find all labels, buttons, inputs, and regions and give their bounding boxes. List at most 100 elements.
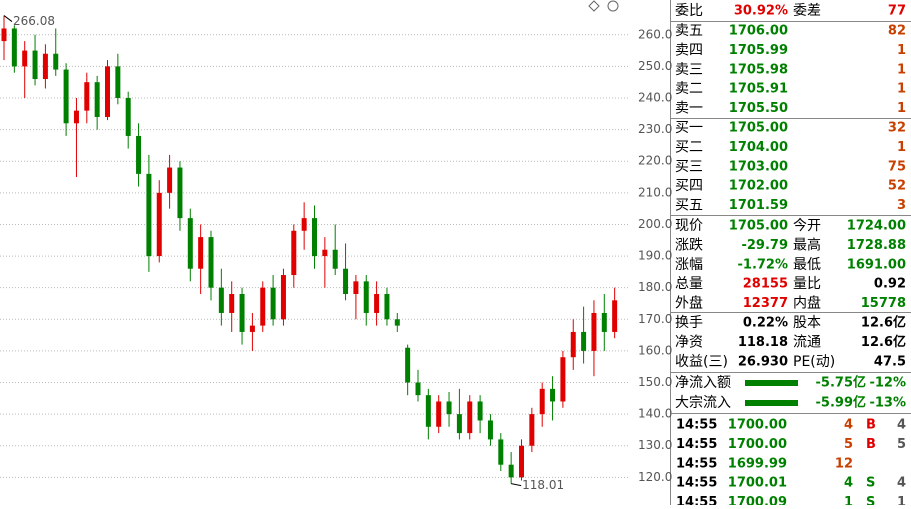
stat-label: 内盘	[793, 295, 821, 312]
candle-body	[301, 218, 307, 231]
order-label: 买一	[675, 120, 703, 136]
order-volume: 1	[897, 82, 906, 97]
order-label: 买五	[675, 198, 703, 214]
trade-price: 1699.99	[728, 456, 787, 471]
candle-body	[42, 53, 48, 80]
trade-count: 4	[897, 418, 906, 433]
order-volume: 3	[897, 198, 906, 213]
flow-percent: -13%	[869, 396, 906, 411]
candle-body	[498, 439, 504, 465]
flow-label: 净流入额	[675, 375, 731, 391]
diamond-icon[interactable]	[588, 0, 600, 12]
order-price: 1705.98	[729, 62, 788, 77]
stat-value: 1728.88	[847, 238, 906, 253]
label: 委差	[793, 3, 821, 19]
order-price: 1702.00	[729, 179, 788, 194]
finance-label: 净资	[675, 334, 703, 350]
candle-body	[32, 50, 38, 80]
candle-body	[446, 401, 452, 415]
annotation-arrow	[3, 15, 13, 22]
candle-body	[415, 382, 421, 396]
candle-body	[73, 110, 79, 124]
candle-body	[156, 192, 162, 257]
value: 77	[888, 4, 906, 19]
candle-body	[436, 401, 442, 427]
candle-body	[136, 135, 142, 174]
trade-volume: 4	[844, 418, 853, 433]
candle-body	[405, 347, 411, 383]
order-label: 卖四	[675, 42, 703, 58]
order-label: 买三	[675, 159, 703, 175]
order-volume: 32	[888, 121, 906, 136]
finance-value: 0.22%	[743, 316, 788, 331]
trade-price: 1700.09	[728, 495, 787, 505]
trade-side: S	[866, 495, 875, 505]
candle-body	[198, 237, 204, 269]
y-tick-label: 150.0	[638, 375, 672, 389]
candle-body	[550, 388, 556, 402]
trade-side: B	[866, 437, 876, 452]
candle-body	[477, 401, 483, 421]
order-price: 1706.00	[729, 24, 788, 39]
candle-body	[332, 249, 338, 269]
order-label: 买二	[675, 139, 703, 155]
order-price: 1704.00	[729, 140, 788, 155]
candle-body	[208, 237, 214, 288]
candle-body	[612, 300, 618, 332]
candle-body	[467, 401, 473, 434]
candle-body	[177, 167, 183, 219]
candle-body	[105, 66, 110, 117]
stat-value: -29.79	[741, 238, 788, 253]
candle-body	[53, 53, 59, 70]
order-price: 1705.50	[729, 101, 788, 116]
stat-value: 28155	[743, 277, 788, 292]
candle-body	[167, 167, 173, 193]
order-price: 1705.00	[729, 121, 788, 136]
stat-label: 最低	[793, 257, 821, 273]
stat-value: 15778	[861, 296, 906, 311]
y-tick-label: 250.0	[638, 59, 672, 73]
trade-price: 1700.00	[728, 418, 787, 433]
flow-percent: -12%	[869, 376, 906, 391]
candle-body	[115, 66, 121, 98]
stat-label: 外盘	[675, 295, 703, 312]
trade-volume: 4	[844, 476, 853, 491]
finance-label: 流通	[793, 334, 821, 350]
flow-value: -5.99亿	[816, 395, 866, 411]
trade-time: 14:55	[676, 476, 717, 491]
candle-body	[187, 218, 193, 269]
candle-body	[260, 287, 266, 326]
candle-body	[384, 294, 390, 320]
y-tick-label: 180.0	[638, 280, 672, 294]
trade-count: 5	[897, 437, 906, 452]
finance-label: PE(动)	[793, 354, 835, 370]
y-tick-label: 230.0	[638, 122, 672, 136]
y-tick-label: 240.0	[638, 91, 672, 105]
y-tick-label: 220.0	[638, 154, 672, 168]
candle-body	[394, 319, 400, 326]
finance-value: 47.5	[874, 354, 906, 369]
candle-body	[63, 69, 69, 124]
stat-label: 量比	[793, 276, 821, 292]
stat-value: 1724.00	[847, 219, 906, 234]
order-volume: 75	[888, 159, 906, 174]
order-label: 卖二	[675, 81, 703, 97]
y-tick-label: 140.0	[638, 407, 672, 421]
trade-time: 14:55	[676, 437, 717, 452]
candle-body	[22, 50, 28, 67]
candle-body	[312, 218, 317, 257]
stat-label: 总量	[675, 276, 703, 292]
candle-body	[249, 325, 255, 332]
circle-icon[interactable]	[607, 0, 619, 12]
order-price: 1705.99	[729, 43, 788, 58]
trade-volume: 12	[835, 456, 853, 471]
finance-value: 26.930	[738, 354, 788, 369]
candle-body	[291, 230, 297, 276]
y-tick-label: 210.0	[638, 185, 672, 199]
order-label: 卖五	[675, 23, 703, 39]
candle-body	[456, 414, 462, 434]
order-price: 1703.00	[729, 159, 788, 174]
candle-body	[94, 82, 100, 117]
